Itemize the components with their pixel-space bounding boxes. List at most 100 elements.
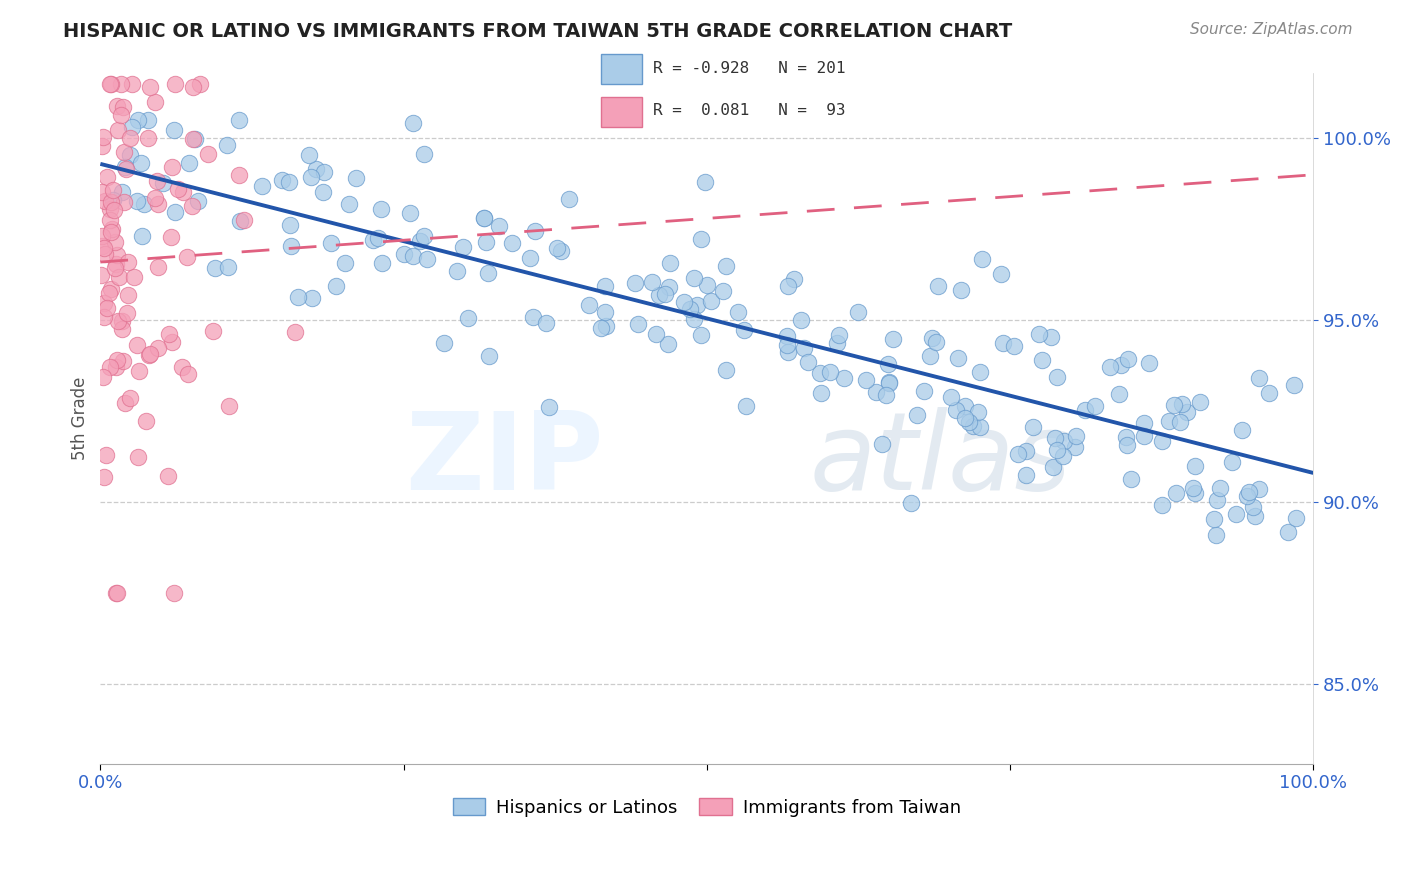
Point (783, 271, 806, 285)
Point (111, 100, 134, 114)
Point (301, 291, 323, 305)
Point (370, 202, 392, 216)
Point (401, 249, 423, 263)
Point (714, 363, 737, 377)
Point (112, 195, 135, 210)
Point (1206, 493, 1229, 508)
Point (624, 276, 647, 290)
Point (647, 288, 669, 302)
Point (1171, 397, 1194, 411)
Point (118, 131, 141, 145)
Point (413, 229, 436, 244)
Point (927, 278, 949, 293)
Point (433, 336, 456, 351)
Text: R =  0.081   N =  93: R = 0.081 N = 93 (652, 103, 845, 118)
Point (172, 360, 194, 375)
Point (110, 108, 132, 122)
Point (111, 313, 134, 327)
Point (114, 160, 136, 174)
Point (882, 332, 904, 346)
Point (217, 260, 239, 275)
Point (371, 256, 394, 270)
Text: atlas: atlas (810, 408, 1071, 512)
Point (778, 345, 800, 359)
Point (1168, 415, 1191, 429)
Point (146, 341, 169, 355)
Point (534, 316, 557, 330)
Point (228, 168, 250, 182)
Point (93, 296, 115, 310)
Point (91, 229, 114, 244)
Point (797, 354, 820, 368)
Point (1209, 482, 1232, 496)
Point (1108, 387, 1130, 401)
Point (962, 418, 984, 433)
Point (1241, 500, 1264, 515)
Point (808, 367, 831, 381)
Point (1184, 485, 1206, 500)
Point (145, 191, 167, 205)
Point (1237, 485, 1260, 500)
Point (876, 357, 898, 371)
Point (96, 448, 118, 462)
Point (163, 123, 186, 137)
Point (832, 371, 855, 385)
Point (918, 349, 941, 363)
Point (160, 229, 183, 244)
Point (690, 327, 713, 342)
Point (1022, 420, 1045, 434)
Point (790, 313, 813, 327)
Point (413, 146, 436, 161)
Point (416, 252, 439, 267)
Point (776, 279, 799, 293)
Point (131, 229, 153, 244)
Point (967, 405, 990, 419)
Point (104, 235, 127, 249)
Point (90, 268, 112, 282)
Point (659, 256, 682, 270)
Point (115, 306, 138, 320)
Point (176, 250, 198, 264)
Point (278, 219, 301, 233)
Point (820, 365, 842, 379)
Point (1109, 359, 1132, 373)
Point (1053, 434, 1076, 448)
Point (714, 259, 737, 273)
Point (522, 310, 544, 324)
Point (1046, 442, 1069, 457)
Point (1249, 482, 1271, 496)
Point (94, 194, 117, 208)
Point (228, 113, 250, 128)
Point (550, 244, 572, 258)
Point (1277, 524, 1299, 539)
Point (1039, 330, 1062, 344)
Point (146, 197, 169, 211)
Point (474, 211, 496, 225)
Point (136, 131, 159, 145)
Point (136, 113, 159, 128)
Point (117, 254, 139, 268)
Point (1152, 498, 1174, 512)
Text: R = -0.928   N = 201: R = -0.928 N = 201 (652, 61, 845, 76)
Point (921, 331, 943, 345)
Point (879, 376, 901, 390)
Point (1042, 460, 1064, 475)
Point (181, 80, 204, 95)
Point (107, 314, 129, 328)
Point (278, 175, 301, 189)
Point (101, 183, 124, 197)
Point (335, 255, 357, 269)
Point (1084, 399, 1107, 413)
Point (93, 310, 115, 324)
Point (1244, 509, 1267, 524)
Point (657, 337, 679, 351)
Point (103, 203, 125, 218)
Point (1150, 434, 1173, 448)
Point (1133, 416, 1156, 430)
Point (105, 248, 128, 262)
Point (475, 235, 498, 249)
Point (127, 450, 149, 465)
Point (683, 271, 706, 285)
Point (776, 338, 799, 352)
Point (121, 120, 143, 134)
